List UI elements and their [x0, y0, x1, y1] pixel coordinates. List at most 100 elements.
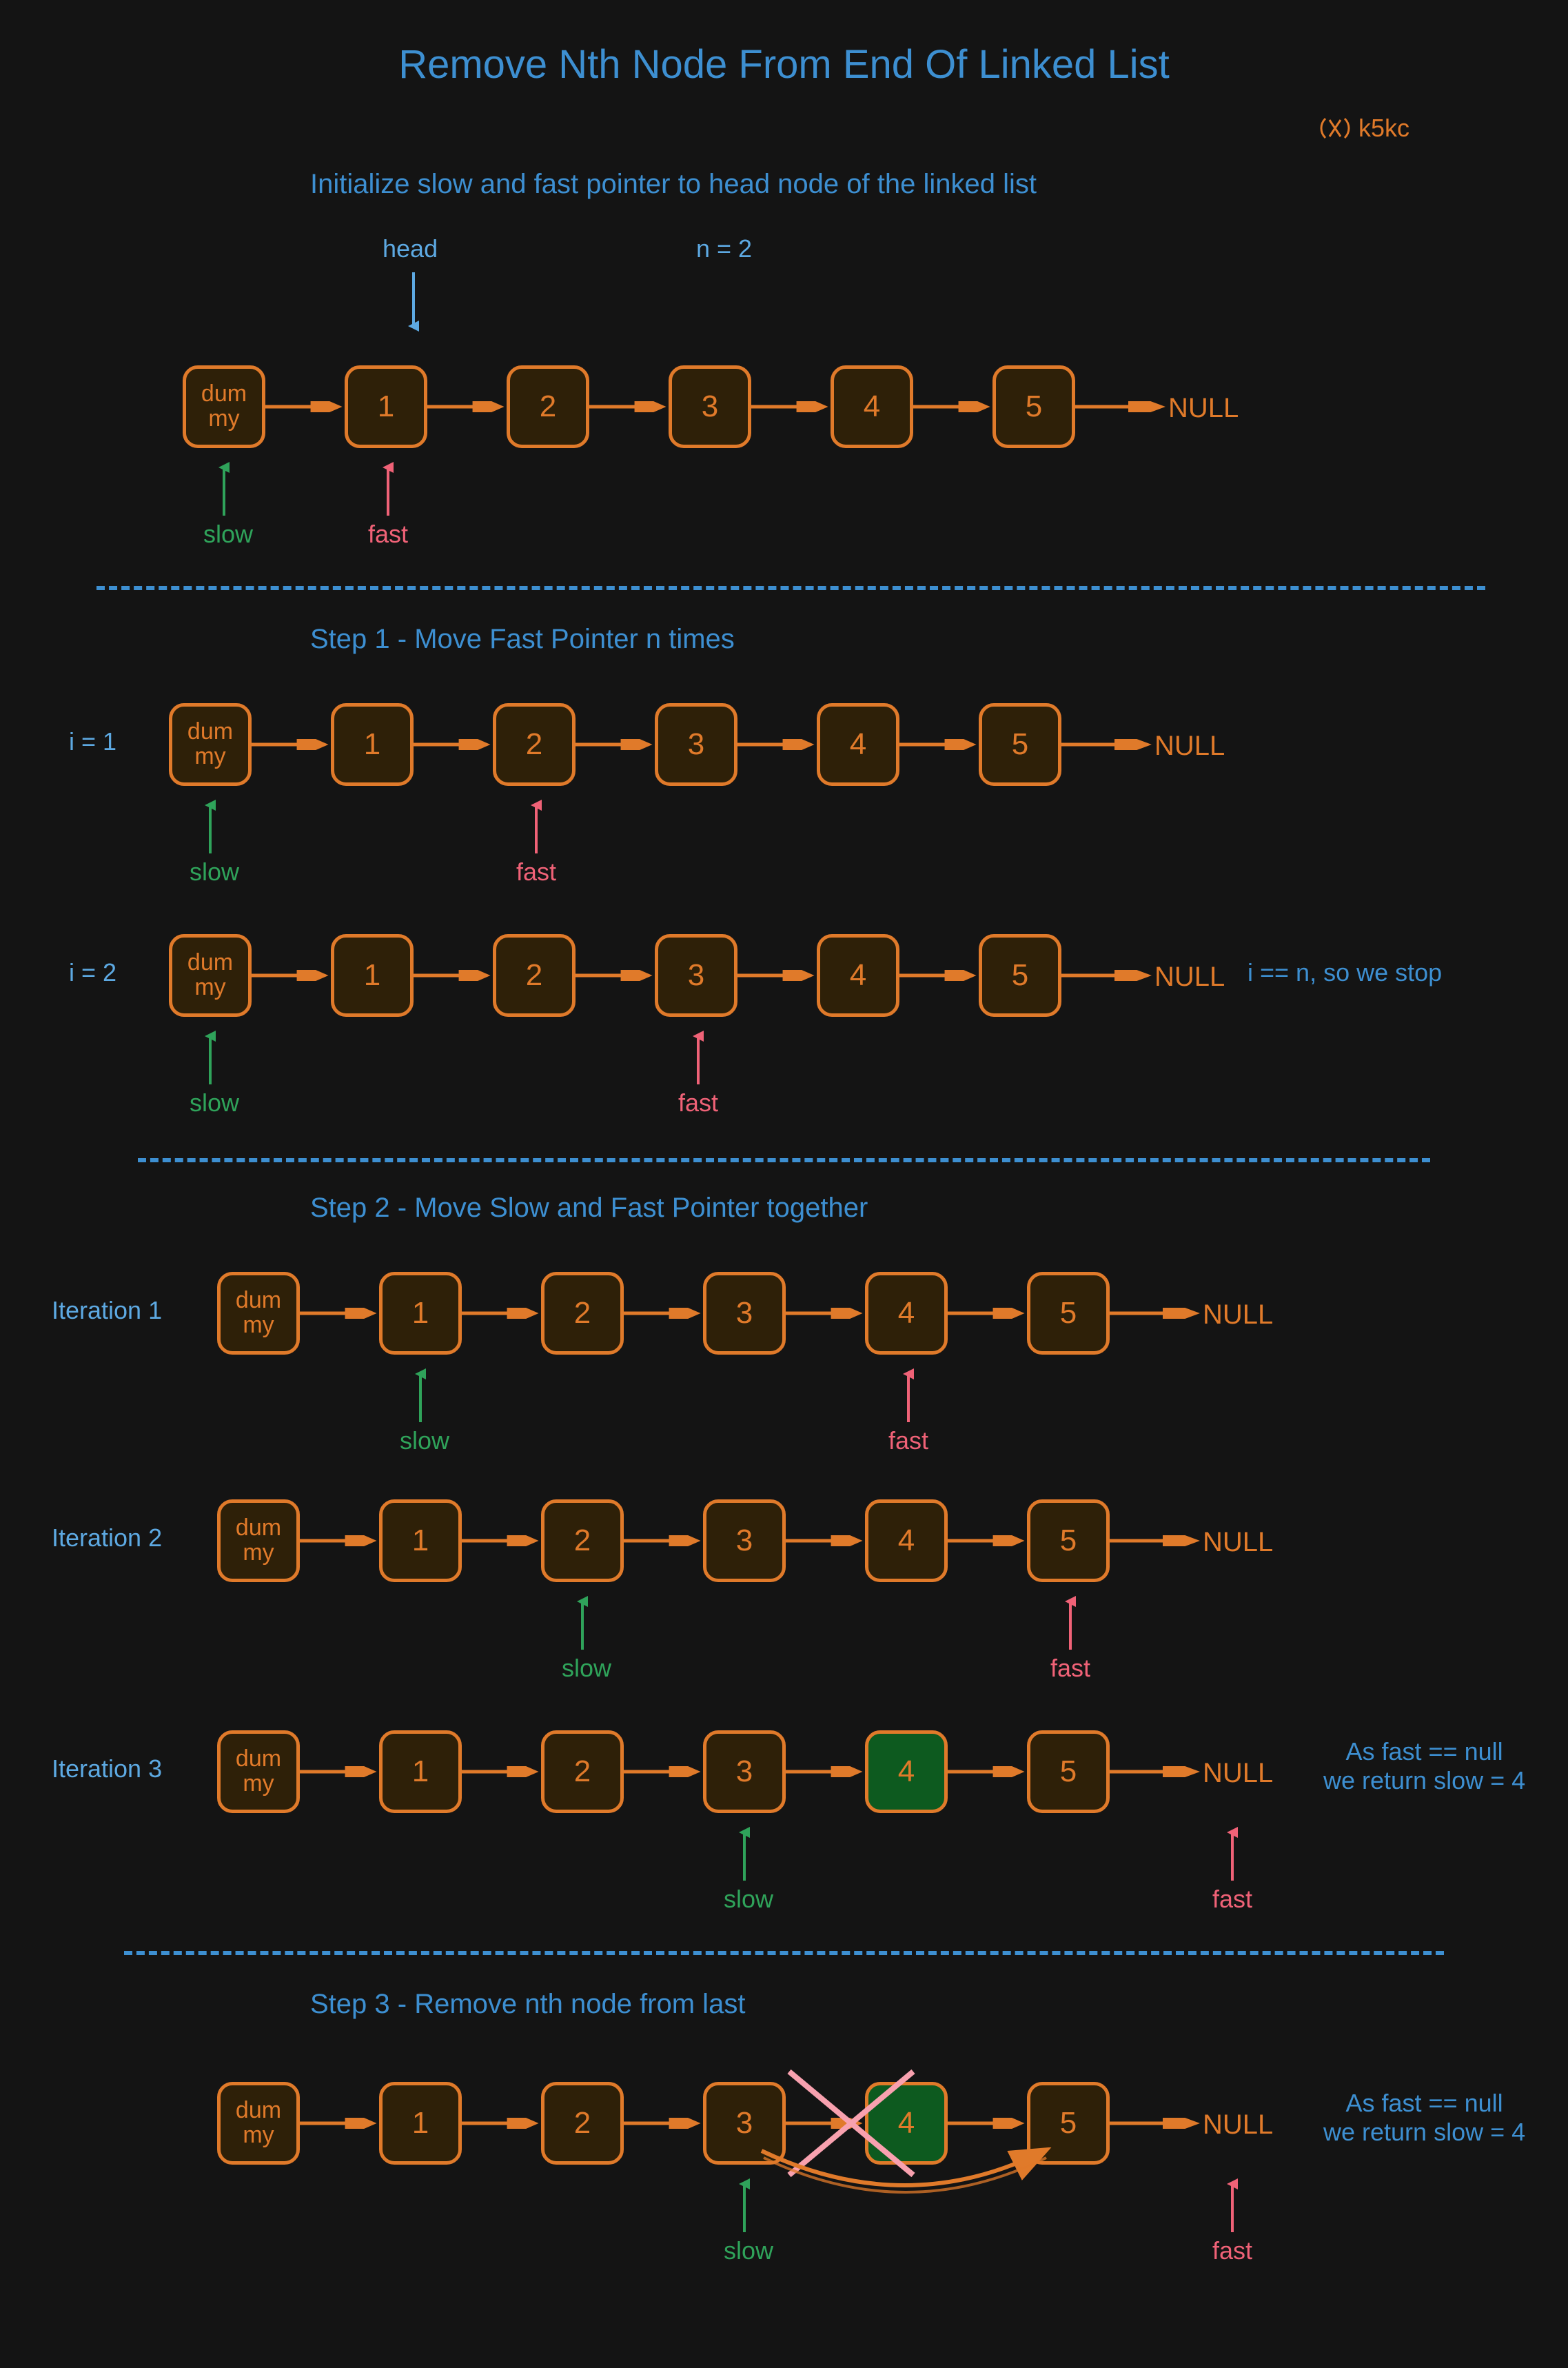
- link-arrow: [1061, 739, 1154, 750]
- link-arrow: [899, 739, 979, 750]
- diagram-canvas: Remove Nth Node From End Of Linked List …: [0, 0, 1568, 2368]
- fast-s2-2: fast: [1050, 1595, 1091, 1683]
- node-5: 5: [979, 934, 1061, 1017]
- link-arrow: [948, 1535, 1027, 1546]
- link-arrow: [1075, 401, 1168, 412]
- link-arrow: [786, 1766, 865, 1777]
- n-label: n = 2: [696, 234, 752, 263]
- node-5: 5: [1027, 1272, 1110, 1355]
- fast-ptr-intro: fast: [367, 461, 409, 549]
- head-arrow: [393, 272, 434, 334]
- link-arrow: [737, 970, 817, 981]
- step1-i1-label: i = 1: [69, 727, 116, 756]
- null-label: NULL: [1203, 2109, 1273, 2141]
- node-2: 2: [541, 1730, 624, 1813]
- link-arrow: [751, 401, 831, 412]
- node-2: 2: [493, 934, 576, 1017]
- step2-it2-label: Iteration 2: [52, 1524, 162, 1552]
- link-arrow: [786, 1535, 865, 1546]
- node-2: 2: [541, 2082, 624, 2165]
- step2-it3-label: Iteration 3: [52, 1754, 162, 1783]
- link-arrow: [427, 401, 507, 412]
- link-arrow: [1110, 1766, 1203, 1777]
- link-arrow: [589, 401, 669, 412]
- dummy-node: dummy: [169, 934, 252, 1017]
- fast-s3: fast: [1212, 2177, 1253, 2265]
- node-1: 1: [345, 365, 427, 448]
- link-arrow: [300, 1308, 379, 1319]
- divider-3: [124, 1951, 1444, 1955]
- link-arrow: [300, 2118, 379, 2129]
- null-label: NULL: [1203, 1299, 1273, 1330]
- slow-s3: slow: [724, 2177, 765, 2265]
- node-4: 4: [817, 934, 899, 1017]
- node-3: 3: [669, 365, 751, 448]
- link-arrow: [462, 1766, 541, 1777]
- link-arrow: [948, 2118, 1027, 2129]
- slow-s2-1: slow: [400, 1367, 441, 1455]
- step1-subtitle: Step 1 - Move Fast Pointer n times: [310, 624, 735, 655]
- link-arrow: [576, 739, 655, 750]
- divider-2: [138, 1158, 1430, 1162]
- fast-s2-3: fast: [1212, 1825, 1253, 1914]
- node-2: 2: [541, 1499, 624, 1582]
- slow-s2-3: slow: [724, 1825, 765, 1914]
- node-1: 1: [379, 1272, 462, 1355]
- node-4: 4: [865, 1730, 948, 1813]
- link-arrow: [948, 1766, 1027, 1777]
- node-3: 3: [655, 703, 737, 786]
- node-5: 5: [979, 703, 1061, 786]
- page-title: Remove Nth Node From End Of Linked List: [398, 41, 1170, 88]
- node-2: 2: [493, 703, 576, 786]
- null-label: NULL: [1154, 962, 1225, 993]
- step3-note: As fast == null we return slow = 4: [1323, 2089, 1525, 2147]
- node-4: 4: [865, 1272, 948, 1355]
- divider-1: [96, 586, 1485, 590]
- link-arrow: [252, 970, 331, 981]
- step1-note: i == n, so we stop: [1248, 958, 1442, 987]
- node-3: 3: [703, 1499, 786, 1582]
- link-arrow: [462, 2118, 541, 2129]
- link-arrow: [624, 1535, 703, 1546]
- link-arrow: [414, 739, 493, 750]
- link-arrow: [1110, 1308, 1203, 1319]
- link-arrow: [252, 739, 331, 750]
- link-arrow: [624, 1308, 703, 1319]
- fast-s2-1: fast: [888, 1367, 929, 1455]
- watermark-text: k5kc: [1358, 114, 1409, 143]
- link-arrow: [462, 1535, 541, 1546]
- slow-s1-1: slow: [190, 798, 231, 887]
- slow-s2-2: slow: [562, 1595, 603, 1683]
- link-arrow: [1110, 2118, 1203, 2129]
- dummy-node: dummy: [217, 1272, 300, 1355]
- link-arrow: [1061, 970, 1154, 981]
- skip-arrow: [758, 2147, 1055, 2227]
- dummy-node: dummy: [217, 2082, 300, 2165]
- node-1: 1: [379, 1730, 462, 1813]
- step2-it3-note: As fast == null we return slow = 4: [1323, 1737, 1525, 1795]
- node-1: 1: [379, 2082, 462, 2165]
- node-5: 5: [992, 365, 1075, 448]
- node-1: 1: [331, 934, 414, 1017]
- dummy-node: dummy: [169, 703, 252, 786]
- node-5: 5: [1027, 1499, 1110, 1582]
- dummy-node: dummy: [183, 365, 265, 448]
- step1-i2-label: i = 2: [69, 958, 116, 987]
- link-arrow: [414, 970, 493, 981]
- dummy-node: dummy: [217, 1730, 300, 1813]
- link-arrow: [899, 970, 979, 981]
- link-arrow: [300, 1535, 379, 1546]
- node-1: 1: [379, 1499, 462, 1582]
- node-3: 3: [703, 1272, 786, 1355]
- node-2: 2: [507, 365, 589, 448]
- node-3: 3: [655, 934, 737, 1017]
- dummy-node: dummy: [217, 1499, 300, 1582]
- link-arrow: [624, 2118, 703, 2129]
- watermark: k5kc: [1318, 114, 1409, 143]
- link-arrow: [300, 1766, 379, 1777]
- null-label: NULL: [1168, 393, 1239, 424]
- null-label: NULL: [1203, 1758, 1273, 1789]
- step2-subtitle: Step 2 - Move Slow and Fast Pointer toge…: [310, 1193, 868, 1224]
- link-arrow: [1110, 1535, 1203, 1546]
- link-arrow: [913, 401, 992, 412]
